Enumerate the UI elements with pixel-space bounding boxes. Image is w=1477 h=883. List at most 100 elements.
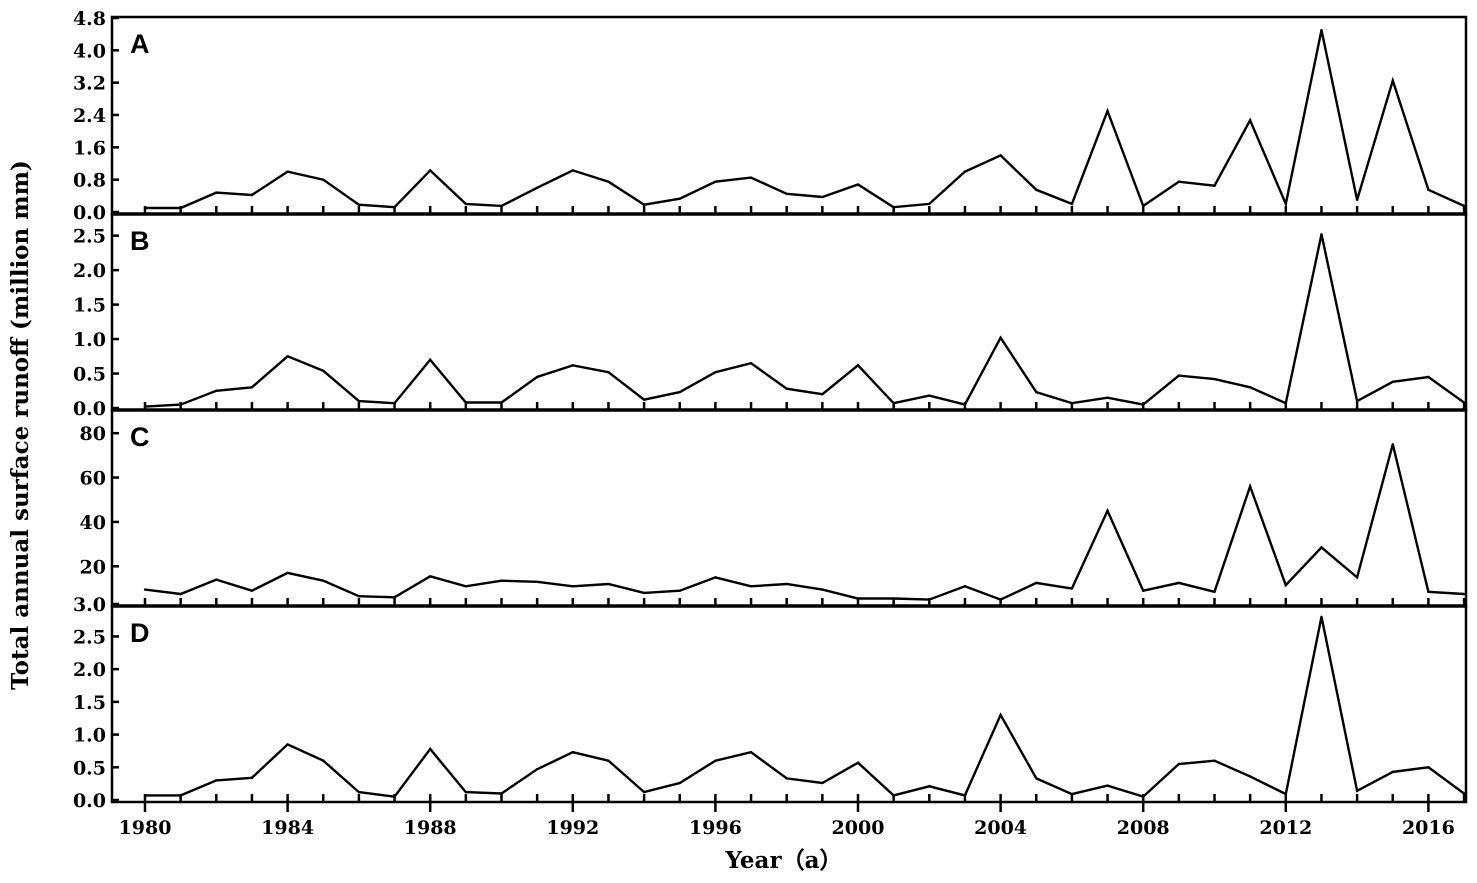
x-tick-label: 1984 — [261, 817, 314, 839]
data-point — [215, 191, 218, 194]
data-point — [1320, 28, 1323, 32]
data-point — [500, 204, 503, 208]
data-point — [535, 580, 539, 584]
chart-panels: 0.0 0.8 1.6 2.4 3.2 4.0 4.8 A 0.0 0.5 1.0 1.5 2.0 2.5… — [73, 8, 1468, 812]
x-tick-label: 1980 — [119, 817, 172, 839]
data-point — [1462, 792, 1466, 795]
data-point — [1213, 377, 1216, 381]
data-point — [322, 579, 325, 582]
data-point — [607, 180, 610, 183]
data-point — [1427, 766, 1430, 769]
data-point — [215, 578, 218, 581]
data-point — [1177, 374, 1181, 377]
data-point — [286, 571, 289, 575]
data-point — [1462, 401, 1466, 404]
data-point — [678, 197, 681, 200]
data-point — [714, 180, 717, 183]
data-point — [1248, 119, 1252, 122]
data-point — [928, 785, 931, 788]
data-point — [429, 358, 432, 361]
data-point — [1320, 546, 1323, 549]
data-point — [963, 170, 967, 173]
panel-label: A — [130, 29, 150, 59]
data-point — [1427, 590, 1430, 593]
data-point — [856, 183, 860, 186]
data-point — [856, 597, 860, 600]
data-point — [642, 398, 646, 401]
data-point — [464, 585, 468, 588]
data-point — [571, 751, 574, 754]
y-tick-label: 4.0 — [73, 40, 106, 62]
y-tick-label: 1.0 — [73, 725, 106, 747]
y-tick-label: 20 — [80, 556, 106, 578]
data-point — [1035, 581, 1038, 585]
data-point — [892, 597, 895, 600]
data-point — [143, 405, 147, 408]
data-point — [357, 203, 361, 206]
data-point — [963, 794, 967, 797]
data-point — [429, 169, 432, 172]
y-tick-label: 1.5 — [73, 692, 106, 714]
data-point — [1248, 775, 1252, 778]
data-point — [1035, 777, 1038, 780]
panel-label: B — [130, 226, 150, 256]
data-point — [1284, 401, 1288, 405]
data-point — [785, 582, 788, 586]
data-point — [1427, 188, 1430, 191]
x-tick-label: 2004 — [974, 817, 1027, 839]
data-point — [856, 761, 860, 764]
data-point — [464, 790, 468, 794]
y-tick-label: 2.4 — [73, 105, 106, 127]
x-axis-title: Year（a） — [725, 847, 843, 874]
data-point — [749, 751, 753, 754]
data-point — [714, 370, 717, 374]
data-point — [999, 713, 1002, 717]
data-point — [607, 370, 610, 374]
data-point — [1070, 792, 1074, 796]
data-point — [678, 589, 681, 592]
data-point — [1355, 576, 1359, 579]
y-tick-label: 2.0 — [73, 659, 106, 681]
y-tick-label: 2.5 — [73, 626, 106, 648]
y-tick-label: 2.5 — [73, 226, 106, 248]
y-tick-label: 0.5 — [73, 364, 106, 386]
data-point — [1106, 109, 1109, 113]
data-point — [607, 582, 610, 586]
y-tick-label: 1.5 — [73, 295, 106, 317]
y-tick-label: 0.5 — [73, 757, 106, 779]
panel-b: 0.0 0.5 1.0 1.5 2.0 2.5 B — [73, 212, 1468, 420]
x-tick-label: 2000 — [832, 817, 885, 839]
data-point — [179, 794, 182, 797]
y-tick-label: 3.2 — [73, 73, 106, 95]
data-point — [357, 595, 361, 598]
data-point — [571, 169, 574, 172]
y-tick-label: 80 — [80, 423, 106, 445]
data-point — [1142, 403, 1145, 406]
y-tick-label: 4.8 — [73, 8, 106, 30]
data-point — [1391, 443, 1394, 446]
y-tick-label: 2.0 — [73, 260, 106, 282]
data-point — [821, 195, 824, 199]
panel-frame — [110, 408, 1468, 608]
data-point — [1213, 759, 1216, 762]
data-point — [393, 795, 396, 798]
data-point — [856, 364, 860, 367]
data-point — [821, 781, 824, 785]
panel-frame — [110, 604, 1468, 804]
data-point — [963, 585, 967, 588]
data-point — [1284, 202, 1288, 206]
data-point — [357, 399, 361, 403]
data-point — [892, 401, 895, 405]
data-point — [250, 589, 254, 592]
x-tick-label: 2008 — [1117, 817, 1170, 839]
data-point — [1177, 762, 1181, 766]
data-point — [821, 393, 824, 396]
data-point — [464, 202, 468, 206]
data-point — [785, 777, 788, 780]
data-point — [714, 576, 717, 579]
data-point — [607, 759, 610, 762]
data-point — [1391, 79, 1394, 82]
data-point — [1106, 396, 1109, 399]
y-tick-label: 1.6 — [73, 137, 106, 159]
data-point — [642, 790, 646, 794]
